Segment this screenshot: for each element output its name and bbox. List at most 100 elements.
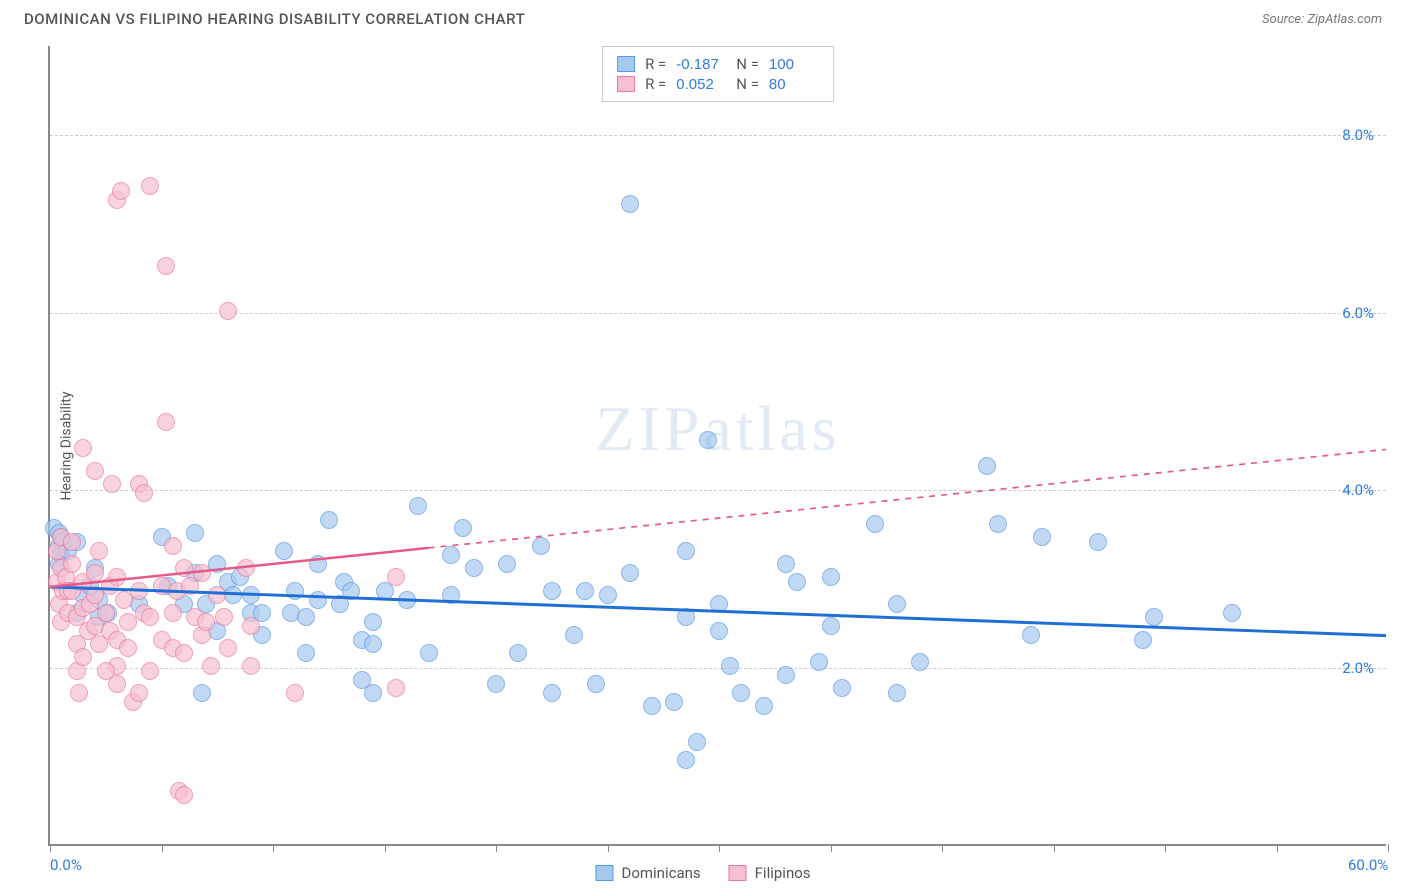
scatter-point	[409, 497, 427, 515]
x-tick	[1054, 844, 1055, 852]
y-tick-label: 6.0%	[1342, 304, 1374, 322]
scatter-point	[442, 586, 460, 604]
scatter-point	[157, 413, 175, 431]
scatter-point	[1033, 528, 1051, 546]
scatter-point	[833, 679, 851, 697]
scatter-point	[1145, 608, 1163, 626]
scatter-point	[164, 537, 182, 555]
r-label: R =	[645, 75, 666, 93]
gridline	[50, 313, 1386, 314]
scatter-point	[141, 177, 159, 195]
scatter-point	[364, 684, 382, 702]
x-tick	[50, 844, 51, 852]
n-label: N =	[736, 75, 759, 93]
scatter-point	[978, 457, 996, 475]
y-tick-label: 8.0%	[1342, 126, 1374, 144]
x-tick-label: 60.0%	[1348, 856, 1388, 874]
scatter-point	[888, 595, 906, 613]
scatter-point	[576, 582, 594, 600]
trend-lines	[50, 46, 1386, 844]
n-value: 100	[769, 56, 819, 73]
scatter-point	[103, 475, 121, 493]
scatter-point	[643, 697, 661, 715]
scatter-point	[63, 555, 81, 573]
series-legend: Dominicans Filipinos	[595, 864, 810, 882]
scatter-point	[866, 515, 884, 533]
legend-row: R = 0.052 N = 80	[617, 75, 819, 93]
scatter-point	[141, 608, 159, 626]
scatter-point	[309, 591, 327, 609]
scatter-chart: ZIPatlas R =-0.187N =100R =0.052N =80 2.…	[48, 46, 1386, 846]
scatter-point	[788, 573, 806, 591]
scatter-point	[420, 644, 438, 662]
scatter-point	[822, 617, 840, 635]
legend-swatch	[595, 865, 613, 881]
scatter-point	[97, 604, 115, 622]
scatter-point	[141, 662, 159, 680]
x-tick	[385, 844, 386, 852]
scatter-point	[86, 564, 104, 582]
scatter-point	[364, 635, 382, 653]
n-value: 80	[769, 76, 819, 93]
scatter-point	[498, 555, 516, 573]
scatter-point	[710, 595, 728, 613]
scatter-point	[97, 662, 115, 680]
scatter-point	[242, 657, 260, 675]
legend-item: Filipinos	[729, 864, 811, 882]
scatter-point	[665, 693, 683, 711]
scatter-point	[108, 568, 126, 586]
scatter-point	[454, 519, 472, 537]
scatter-point	[193, 684, 211, 702]
watermark: ZIPatlas	[595, 392, 840, 466]
r-value: -0.187	[676, 56, 726, 73]
scatter-point	[911, 653, 929, 671]
scatter-point	[755, 697, 773, 715]
scatter-point	[810, 653, 828, 671]
scatter-point	[135, 484, 153, 502]
chart-title: DOMINICAN VS FILIPINO HEARING DISABILITY…	[24, 10, 525, 28]
scatter-point	[208, 555, 226, 573]
scatter-point	[90, 542, 108, 560]
r-value: 0.052	[676, 76, 726, 93]
scatter-point	[989, 515, 1007, 533]
scatter-point	[70, 684, 88, 702]
scatter-point	[543, 582, 561, 600]
legend-item: Dominicans	[595, 864, 700, 882]
scatter-point	[364, 613, 382, 631]
scatter-point	[130, 684, 148, 702]
scatter-point	[465, 559, 483, 577]
legend-row: R =-0.187N =100	[617, 55, 819, 73]
x-tick	[831, 844, 832, 852]
gridline	[50, 135, 1386, 136]
scatter-point	[688, 733, 706, 751]
scatter-point	[487, 675, 505, 693]
scatter-point	[398, 591, 416, 609]
correlation-legend: R =-0.187N =100 R = 0.052 N = 80	[602, 46, 834, 102]
scatter-point	[242, 617, 260, 635]
scatter-point	[532, 537, 550, 555]
x-tick	[1388, 844, 1389, 852]
scatter-point	[186, 524, 204, 542]
scatter-point	[1134, 631, 1152, 649]
scatter-point	[677, 542, 695, 560]
scatter-point	[175, 559, 193, 577]
x-tick	[608, 844, 609, 852]
scatter-point	[202, 657, 220, 675]
scatter-point	[219, 302, 237, 320]
scatter-point	[242, 586, 260, 604]
scatter-point	[297, 608, 315, 626]
scatter-point	[74, 439, 92, 457]
scatter-point	[286, 582, 304, 600]
scatter-point	[208, 586, 226, 604]
scatter-point	[175, 644, 193, 662]
y-tick-label: 4.0%	[1342, 481, 1374, 499]
legend-swatch	[617, 76, 635, 92]
x-tick	[273, 844, 274, 852]
scatter-point	[112, 182, 130, 200]
scatter-point	[721, 657, 739, 675]
scatter-point	[193, 564, 211, 582]
x-tick-label: 0.0%	[50, 856, 82, 874]
scatter-point	[86, 462, 104, 480]
scatter-point	[732, 684, 750, 702]
scatter-point	[387, 679, 405, 697]
